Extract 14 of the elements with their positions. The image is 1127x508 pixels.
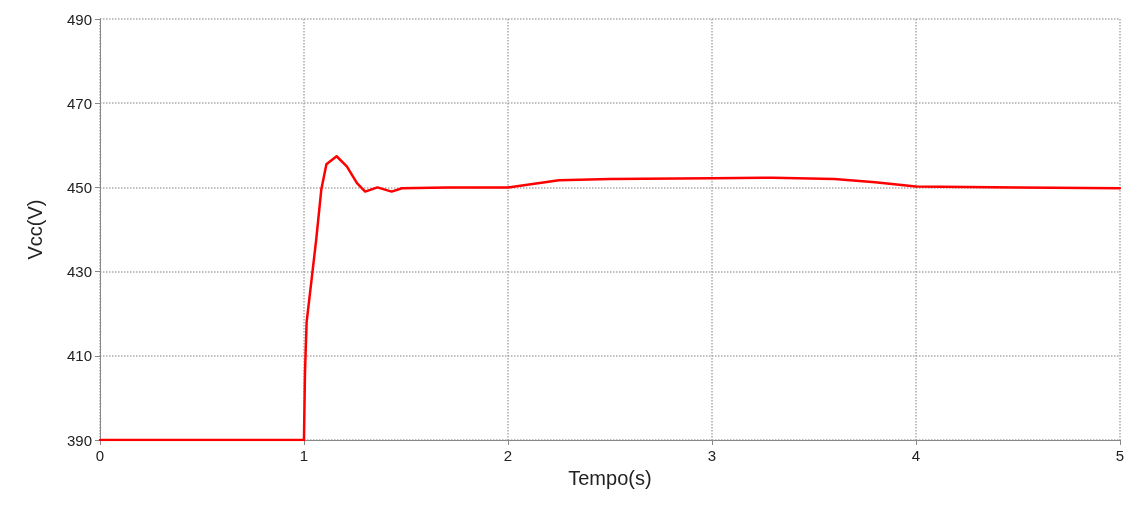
- y-tick-label: 470: [66, 94, 92, 112]
- y-tick-label: 390: [66, 431, 92, 449]
- y-tick-label: 450: [66, 178, 92, 196]
- x-axis-title: Tempo(s): [568, 467, 652, 489]
- x-tick-label: 2: [503, 447, 513, 464]
- x-tick-label: 4: [911, 447, 921, 464]
- x-tick-label: 1: [299, 447, 309, 464]
- y-tick-label: 490: [66, 10, 92, 28]
- x-tick-label: 3: [707, 447, 717, 464]
- x-tick-label: 5: [1115, 447, 1124, 464]
- y-axis-title: Vcc(V): [24, 199, 46, 260]
- y-tick-label: 430: [66, 263, 92, 281]
- y-tick-label: 410: [66, 347, 92, 365]
- x-tick-label: 0: [95, 447, 105, 464]
